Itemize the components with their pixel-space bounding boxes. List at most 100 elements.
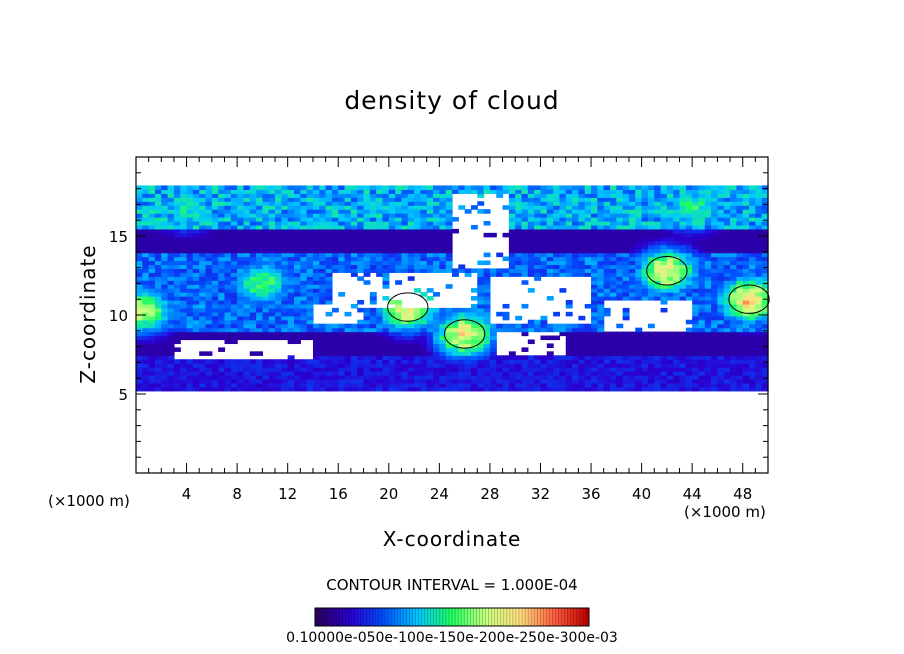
density-cell bbox=[136, 386, 143, 392]
density-cell bbox=[565, 224, 573, 230]
density-cell bbox=[142, 224, 150, 230]
density-cell bbox=[483, 268, 491, 273]
density-cell bbox=[711, 359, 719, 364]
density-cell bbox=[673, 201, 681, 206]
density-cell bbox=[464, 272, 472, 277]
density-cell bbox=[597, 386, 605, 392]
density-cell bbox=[350, 371, 358, 376]
density-cell bbox=[439, 335, 447, 341]
density-cell bbox=[616, 371, 624, 376]
density-cell bbox=[452, 382, 459, 388]
density-cell bbox=[199, 213, 207, 218]
density-cell bbox=[256, 185, 263, 190]
density-cell bbox=[230, 296, 238, 301]
density-cell bbox=[243, 363, 251, 368]
density-cell bbox=[325, 351, 333, 356]
density-cell bbox=[736, 351, 744, 356]
density-cell bbox=[654, 244, 662, 250]
density-cell bbox=[660, 284, 668, 289]
density-cell bbox=[256, 359, 263, 364]
density-cell bbox=[407, 220, 415, 226]
density-cell bbox=[275, 315, 282, 321]
density-cell bbox=[205, 371, 213, 376]
density-cell bbox=[357, 276, 365, 281]
density-cell bbox=[692, 268, 700, 273]
density-cell bbox=[685, 292, 693, 297]
density-cell bbox=[268, 335, 276, 341]
density-cell bbox=[230, 303, 238, 309]
density-cell bbox=[584, 268, 592, 273]
density-cell bbox=[439, 264, 447, 269]
density-cell bbox=[591, 240, 598, 246]
density-cell bbox=[508, 252, 516, 258]
density-cell bbox=[692, 323, 700, 329]
density-cell bbox=[173, 311, 181, 317]
density-cell bbox=[603, 252, 611, 258]
density-cell bbox=[508, 256, 516, 262]
density-cell bbox=[647, 240, 655, 246]
density-cell bbox=[736, 375, 744, 380]
density-cell bbox=[673, 359, 681, 364]
density-cell bbox=[414, 363, 421, 368]
density-cell bbox=[300, 185, 308, 190]
density-cell bbox=[281, 217, 289, 222]
density-cell bbox=[312, 375, 320, 380]
density-cell bbox=[470, 268, 478, 273]
density-cell bbox=[420, 252, 428, 258]
density-cell bbox=[294, 252, 301, 258]
density-cell bbox=[464, 382, 472, 388]
density-cell bbox=[357, 351, 365, 356]
density-cell bbox=[199, 205, 207, 210]
density-cell bbox=[508, 224, 516, 230]
colorbar-swatch bbox=[522, 608, 526, 626]
density-cell bbox=[597, 323, 605, 329]
density-cell bbox=[395, 220, 403, 226]
density-cell bbox=[312, 260, 320, 266]
density-cell bbox=[508, 197, 516, 202]
density-cell bbox=[521, 323, 529, 329]
density-cell bbox=[426, 347, 434, 352]
density-cell bbox=[306, 256, 314, 262]
density-cell bbox=[597, 220, 605, 226]
density-cell bbox=[281, 359, 289, 364]
density-cell bbox=[458, 371, 466, 376]
density-cell bbox=[679, 252, 687, 258]
density-cell bbox=[445, 351, 453, 356]
density-cell bbox=[148, 213, 156, 218]
density-cell bbox=[363, 367, 371, 372]
density-cell bbox=[584, 327, 592, 333]
density-cell bbox=[597, 359, 605, 364]
density-cell bbox=[565, 213, 573, 218]
density-cell bbox=[331, 331, 339, 337]
density-cell bbox=[610, 355, 617, 360]
density-cell bbox=[376, 375, 384, 380]
density-cell bbox=[275, 311, 282, 317]
density-cell bbox=[761, 220, 769, 226]
density-cell bbox=[369, 307, 377, 313]
density-cell bbox=[622, 201, 630, 206]
density-cell bbox=[287, 228, 295, 234]
density-cell bbox=[199, 288, 207, 293]
density-cell bbox=[692, 276, 700, 281]
density-cell bbox=[534, 209, 542, 214]
density-cell bbox=[350, 185, 358, 190]
density-cell bbox=[755, 217, 763, 222]
density-cell bbox=[243, 323, 251, 329]
density-cell bbox=[395, 359, 403, 364]
density-cell bbox=[439, 315, 447, 321]
density-cell bbox=[559, 378, 567, 384]
density-cell bbox=[673, 375, 681, 380]
density-cell bbox=[534, 193, 542, 198]
density-cell bbox=[325, 331, 333, 337]
density-cell bbox=[445, 244, 453, 250]
density-cell bbox=[306, 205, 314, 210]
density-cell bbox=[262, 382, 270, 388]
density-cell bbox=[312, 363, 320, 368]
density-cell bbox=[742, 264, 750, 269]
density-cell bbox=[161, 299, 169, 305]
density-cell bbox=[496, 367, 504, 372]
density-cell bbox=[357, 256, 365, 262]
density-cell bbox=[300, 303, 308, 309]
density-cell bbox=[344, 248, 352, 254]
density-cell bbox=[426, 339, 434, 345]
